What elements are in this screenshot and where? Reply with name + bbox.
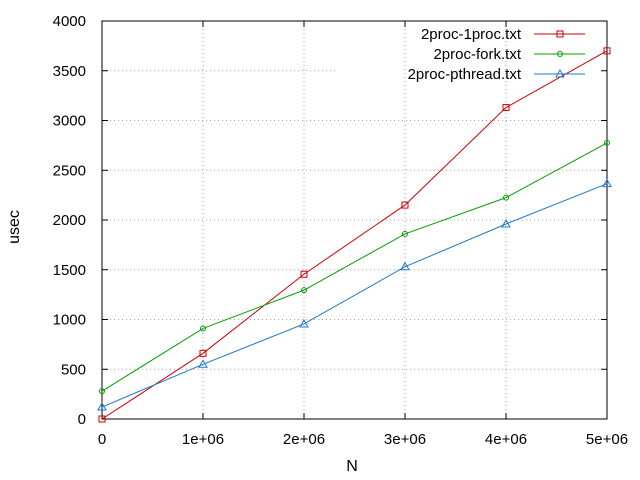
x-tick-label-3: 3e+06 [384, 431, 426, 448]
series-line-2 [101, 183, 608, 408]
y-tick-label-5: 2500 [53, 162, 86, 179]
y-tick-label-3: 1500 [53, 262, 86, 279]
legend-marker-2 [555, 68, 565, 78]
legend-label-1: 2proc-fork.txt [433, 46, 521, 63]
legend-label-0: 2proc-1proc.txt [421, 26, 522, 43]
data-point-1-3 [402, 230, 408, 237]
y-tick-label-6: 3000 [53, 113, 86, 130]
data-point-0-5 [603, 47, 611, 55]
data-point-0-4 [502, 104, 510, 112]
legend-item-0: 2proc-1proc.txt [421, 26, 585, 43]
data-point-2-5 [602, 178, 612, 188]
y-tick-label-8: 4000 [53, 13, 86, 30]
y-tick-label-0: 0 [78, 411, 86, 428]
data-point-1-5 [604, 139, 610, 146]
grid [102, 21, 607, 419]
series-1 [99, 139, 610, 395]
y-tick-label-2: 1000 [53, 312, 86, 329]
y-axis-label: usec [6, 210, 23, 244]
data-point-2-2 [299, 318, 309, 328]
series-0 [98, 47, 611, 423]
series-line-0 [101, 50, 608, 420]
x-tick-label-0: 0 [98, 431, 106, 448]
axis-ticks: 0 1e+06 2e+06 3e+06 4e+06 5e+06 0 500 1000 1500 20… [53, 13, 628, 448]
legend-marker-1 [557, 51, 563, 57]
y-tick-label-1: 500 [61, 361, 86, 378]
data-point-0-2 [300, 270, 308, 278]
x-tick-label-5: 5e+06 [586, 431, 628, 448]
x-axis-label: N [346, 458, 358, 475]
data-point-0-3 [401, 201, 409, 209]
legend-marker-0 [556, 30, 564, 38]
legend: 2proc-1proc.txt 2proc-fork.txt 2proc-pthre… [408, 26, 585, 83]
legend-label-2: 2proc-pthread.txt [408, 66, 522, 83]
data-point-0-1 [199, 349, 207, 357]
series-line-1 [101, 142, 608, 392]
data-point-1-4 [503, 194, 509, 201]
y-tick-label-7: 3500 [53, 63, 86, 80]
x-tick-label-2: 2e+06 [283, 431, 325, 448]
data-point-0-0 [98, 415, 106, 423]
series-group [97, 47, 612, 423]
y-tick-label-4: 2000 [53, 212, 86, 229]
legend-item-2: 2proc-pthread.txt [408, 66, 585, 83]
data-point-1-0 [99, 388, 105, 395]
data-point-1-2 [301, 287, 307, 294]
x-tick-label-1: 1e+06 [182, 431, 224, 448]
legend-item-1: 2proc-fork.txt [433, 46, 585, 63]
data-point-1-1 [200, 325, 206, 332]
series-2 [97, 178, 612, 411]
data-point-2-0 [97, 402, 107, 411]
x-tick-label-4: 4e+06 [485, 431, 527, 448]
data-point-2-4 [501, 218, 511, 228]
data-point-2-3 [400, 261, 410, 271]
data-point-2-1 [198, 359, 208, 368]
